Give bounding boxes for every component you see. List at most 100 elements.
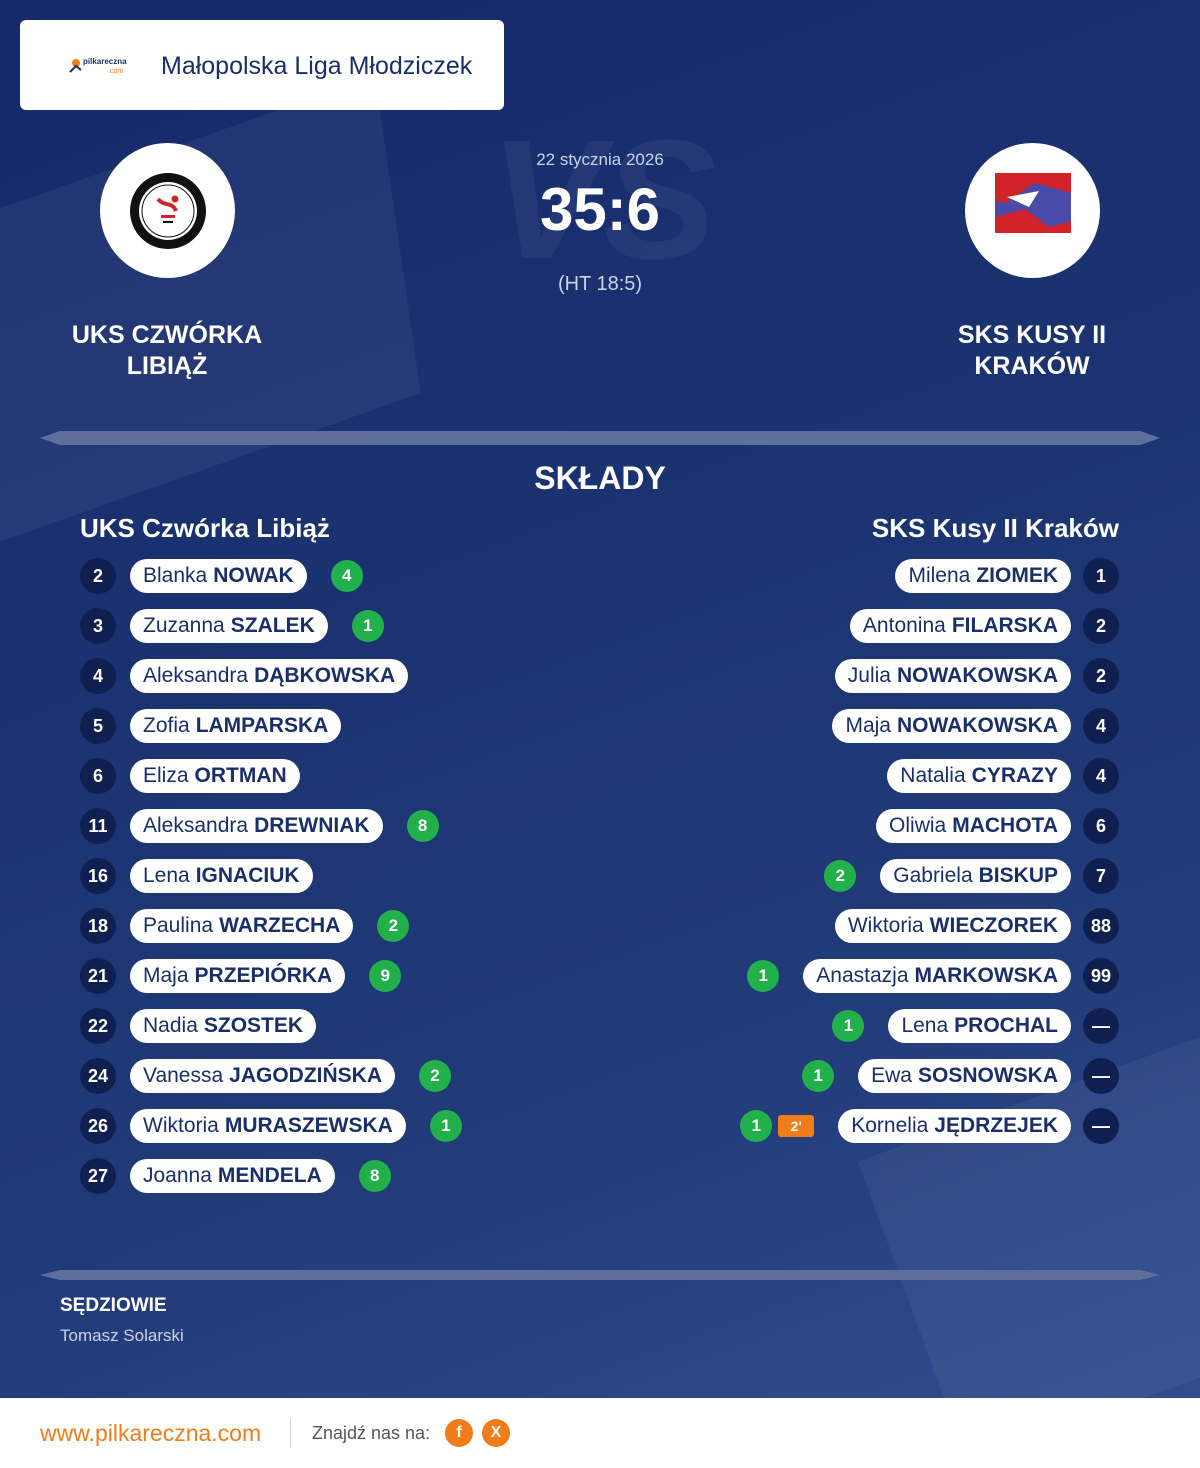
player-last-name: JAGODZIŃSKA (229, 1064, 383, 1087)
player-first-name: Ewa (871, 1064, 912, 1087)
section-title: SKŁADY (534, 460, 666, 496)
home-player-row[interactable]: 24 Vanessa JAGODZIŃSKA 2 (80, 1058, 452, 1094)
facebook-icon[interactable]: f (445, 1419, 473, 1447)
player-name-pill[interactable]: Aleksandra DĄBKOWSKA (130, 659, 409, 693)
away-player-row[interactable]: Julia NOWAKOWSKA 2 (834, 658, 1119, 694)
player-number: — (1083, 1008, 1119, 1044)
final-score: 35:6 (539, 176, 661, 243)
player-number: 18 (80, 908, 116, 944)
player-name-pill[interactable]: Lena IGNACIUK (130, 859, 313, 893)
player-name-pill[interactable]: Zuzanna SZALEK (130, 609, 328, 643)
home-player-row[interactable]: 22 Nadia SZOSTEK (80, 1008, 317, 1044)
player-name-pill[interactable]: Lena PROCHAL (888, 1009, 1071, 1043)
player-name-pill[interactable]: Wiktoria MURASZEWSKA (130, 1109, 406, 1143)
home-team-name: UKS CZWÓRKA LIBIĄŻ (71, 321, 263, 380)
player-name-pill[interactable]: Anastazja MARKOWSKA (803, 959, 1071, 993)
away-player-row[interactable]: Natalia CYRAZY 4 (887, 758, 1119, 794)
player-name-pill[interactable]: Ewa SOSNOWSKA (858, 1059, 1071, 1093)
player-name-pill[interactable]: Kornelia JĘDRZEJEK (838, 1109, 1071, 1143)
svg-text:.com: .com (108, 68, 123, 75)
home-team-logo[interactable] (100, 143, 235, 278)
player-name-pill[interactable]: Paulina WARZECHA (130, 909, 354, 943)
player-last-name: SZOSTEK (203, 1014, 304, 1037)
player-first-name: Aleksandra (143, 664, 249, 687)
home-player-row[interactable]: 16 Lena IGNACIUK (80, 858, 313, 894)
player-number: 4 (1083, 758, 1119, 794)
player-last-name: BISKUP (978, 864, 1058, 887)
player-name-pill[interactable]: Gabriela BISKUP (880, 859, 1071, 893)
away-player-row[interactable]: Wiktoria WIECZOREK 88 (834, 908, 1119, 944)
player-name-pill[interactable]: Joanna MENDELA (130, 1159, 335, 1193)
player-name-pill[interactable]: Maja NOWAKOWSKA (832, 709, 1071, 743)
player-number: 7 (1083, 858, 1119, 894)
away-player-row[interactable]: Milena ZIOMEK 1 (895, 558, 1119, 594)
player-first-name: Natalia (900, 764, 966, 787)
away-player-row[interactable]: Oliwia MACHOTA 6 (876, 808, 1119, 844)
goals-badge: 1 (747, 960, 780, 992)
player-last-name: IGNACIUK (195, 864, 300, 887)
halftime-score: (HT 18:5) (557, 273, 643, 295)
player-name-pill[interactable]: Blanka NOWAK (130, 559, 307, 593)
home-roster-title: UKS Czwórka Libiąż (80, 513, 330, 543)
player-number: 5 (80, 708, 116, 744)
player-last-name: ORTMAN (194, 764, 287, 787)
away-player-row[interactable]: Maja NOWAKOWSKA 4 (832, 708, 1119, 744)
player-number: — (1083, 1058, 1119, 1094)
player-last-name: ZIOMEK (976, 564, 1058, 587)
player-name-pill[interactable]: Nadia SZOSTEK (130, 1009, 317, 1043)
x-icon[interactable]: X (482, 1419, 510, 1447)
player-last-name: DREWNIAK (254, 814, 370, 837)
home-player-row[interactable]: 26 Wiktoria MURASZEWSKA 1 (80, 1108, 462, 1144)
player-last-name: FILARSKA (951, 614, 1058, 637)
away-player-row[interactable]: 1 Ewa SOSNOWSKA — (802, 1058, 1119, 1094)
away-team-logo[interactable] (965, 143, 1100, 278)
away-player-row[interactable]: 1 Lena PROCHAL — (832, 1008, 1119, 1044)
player-name-pill[interactable]: Oliwia MACHOTA (876, 809, 1071, 843)
home-player-row[interactable]: 6 Eliza ORTMAN (80, 758, 300, 794)
player-last-name: LAMPARSKA (195, 714, 329, 737)
home-player-row[interactable]: 21 Maja PRZEPIÓRKA 9 (80, 958, 402, 994)
league-header[interactable]: pilkareczna .com Małopolska Liga Młodzic… (20, 20, 504, 110)
player-name-pill[interactable]: Eliza ORTMAN (130, 759, 300, 793)
league-name: Małopolska Liga Młodziczek (161, 52, 473, 80)
away-player-row[interactable]: 1 2' Kornelia JĘDRZEJEK — (740, 1108, 1119, 1144)
player-name-pill[interactable]: Milena ZIOMEK (895, 559, 1071, 593)
away-player-row[interactable]: 2 Gabriela BISKUP 7 (824, 858, 1119, 894)
player-last-name: MURASZEWSKA (224, 1114, 393, 1137)
player-number: 22 (80, 1008, 116, 1044)
player-name-pill[interactable]: Antonina FILARSKA (849, 609, 1071, 643)
website-link[interactable]: www.pilkareczna.com (40, 1420, 262, 1446)
player-name-pill[interactable]: Vanessa JAGODZIŃSKA (130, 1059, 396, 1093)
player-name-pill[interactable]: Aleksandra DREWNIAK (130, 809, 383, 843)
home-player-row[interactable]: 11 Aleksandra DREWNIAK 8 (80, 808, 439, 844)
home-player-row[interactable]: 3 Zuzanna SZALEK 1 (80, 608, 384, 644)
footer-separator (290, 1418, 291, 1448)
footer: www.pilkareczna.com Znajdź nas na: f X (0, 1398, 1200, 1468)
player-number: 6 (1083, 808, 1119, 844)
player-name-pill[interactable]: Zofia LAMPARSKA (130, 709, 342, 743)
player-first-name: Julia (847, 664, 891, 687)
home-player-row[interactable]: 4 Aleksandra DĄBKOWSKA (80, 658, 409, 694)
player-first-name: Zuzanna (143, 614, 225, 637)
home-player-row[interactable]: 27 Joanna MENDELA 8 (80, 1158, 391, 1194)
player-name-pill[interactable]: Maja PRZEPIÓRKA (130, 959, 346, 993)
home-player-row[interactable]: 2 Blanka NOWAK 4 (80, 558, 363, 594)
home-player-row[interactable]: 5 Zofia LAMPARSKA (80, 708, 342, 744)
player-first-name: Milena (908, 564, 971, 587)
player-last-name: CYRAZY (971, 764, 1058, 787)
player-last-name: SZALEK (230, 614, 315, 637)
player-name-pill[interactable]: Natalia CYRAZY (887, 759, 1071, 793)
goals-badge: 2 (419, 1060, 452, 1092)
player-number: 4 (80, 658, 116, 694)
away-player-row[interactable]: Antonina FILARSKA 2 (849, 608, 1119, 644)
player-number: 16 (80, 858, 116, 894)
player-name-pill[interactable]: Wiktoria WIECZOREK (834, 909, 1071, 943)
goals-badge: 8 (406, 810, 439, 842)
home-player-row[interactable]: 18 Paulina WARZECHA 2 (80, 908, 410, 944)
goals-badge: 4 (330, 560, 363, 592)
background-shape (0, 76, 421, 554)
goals-badge: 8 (358, 1160, 391, 1192)
away-player-row[interactable]: 1 Anastazja MARKOWSKA 99 (747, 958, 1119, 994)
player-last-name: DĄBKOWSKA (254, 664, 396, 687)
player-name-pill[interactable]: Julia NOWAKOWSKA (834, 659, 1071, 693)
